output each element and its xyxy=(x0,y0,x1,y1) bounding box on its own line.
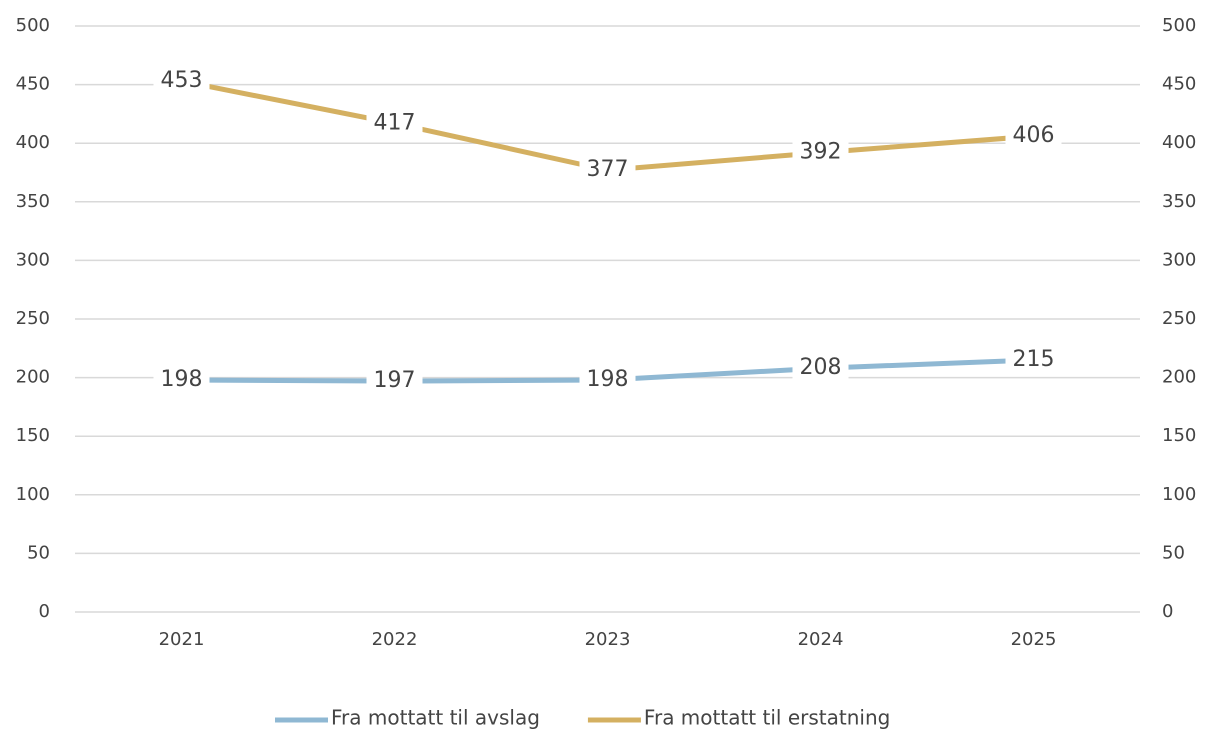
y-tick-label: 450 xyxy=(16,74,50,95)
x-tick-label: 2022 xyxy=(372,629,418,650)
y-tick-label: 500 xyxy=(16,15,50,36)
y2-tick-label: 200 xyxy=(1162,367,1196,388)
x-tick-label: 2024 xyxy=(798,629,844,650)
y-tick-label: 0 xyxy=(39,601,50,622)
y-tick-label: 150 xyxy=(16,425,50,446)
data-label: 453 xyxy=(161,68,203,93)
data-label: 208 xyxy=(800,355,842,380)
y2-tick-label: 500 xyxy=(1162,15,1196,36)
data-label-bg xyxy=(579,364,636,395)
y2-tick-label: 100 xyxy=(1162,484,1196,505)
data-label: 406 xyxy=(1013,123,1055,148)
data-label-bg xyxy=(792,137,849,168)
y-tick-label: 50 xyxy=(27,542,50,563)
data-label: 197 xyxy=(374,368,416,393)
y-tick-label: 350 xyxy=(16,191,50,212)
y-tick-label: 250 xyxy=(16,308,50,329)
x-tick-label: 2023 xyxy=(585,629,631,650)
data-label: 198 xyxy=(161,367,203,392)
data-label: 417 xyxy=(374,110,416,135)
data-label-bg xyxy=(366,108,423,139)
x-tick-label: 2025 xyxy=(1011,629,1057,650)
data-label-bg xyxy=(153,66,210,97)
y-tick-label: 100 xyxy=(16,484,50,505)
x-tick-label: 2021 xyxy=(159,629,205,650)
y2-tick-label: 0 xyxy=(1162,601,1173,622)
data-label-bg xyxy=(366,366,423,397)
data-label: 215 xyxy=(1013,347,1055,372)
y-tick-label: 200 xyxy=(16,367,50,388)
y2-tick-label: 150 xyxy=(1162,425,1196,446)
data-label: 392 xyxy=(800,140,842,165)
y-tick-label: 400 xyxy=(16,132,50,153)
data-label: 198 xyxy=(587,367,629,392)
data-label-bg xyxy=(792,353,849,384)
data-label-bg xyxy=(1005,345,1062,376)
y2-tick-label: 50 xyxy=(1162,542,1185,563)
y2-tick-label: 350 xyxy=(1162,191,1196,212)
y2-tick-label: 400 xyxy=(1162,132,1196,153)
data-label-bg xyxy=(579,155,636,186)
y2-tick-label: 450 xyxy=(1162,74,1196,95)
data-label: 377 xyxy=(587,157,629,182)
y2-tick-label: 250 xyxy=(1162,308,1196,329)
data-label-bg xyxy=(1005,121,1062,152)
legend-label: Fra mottatt til avslag xyxy=(331,706,540,730)
data-label-bg xyxy=(153,364,210,395)
y-tick-label: 300 xyxy=(16,249,50,270)
y2-tick-label: 300 xyxy=(1162,249,1196,270)
legend-label: Fra mottatt til erstatning xyxy=(644,706,890,730)
